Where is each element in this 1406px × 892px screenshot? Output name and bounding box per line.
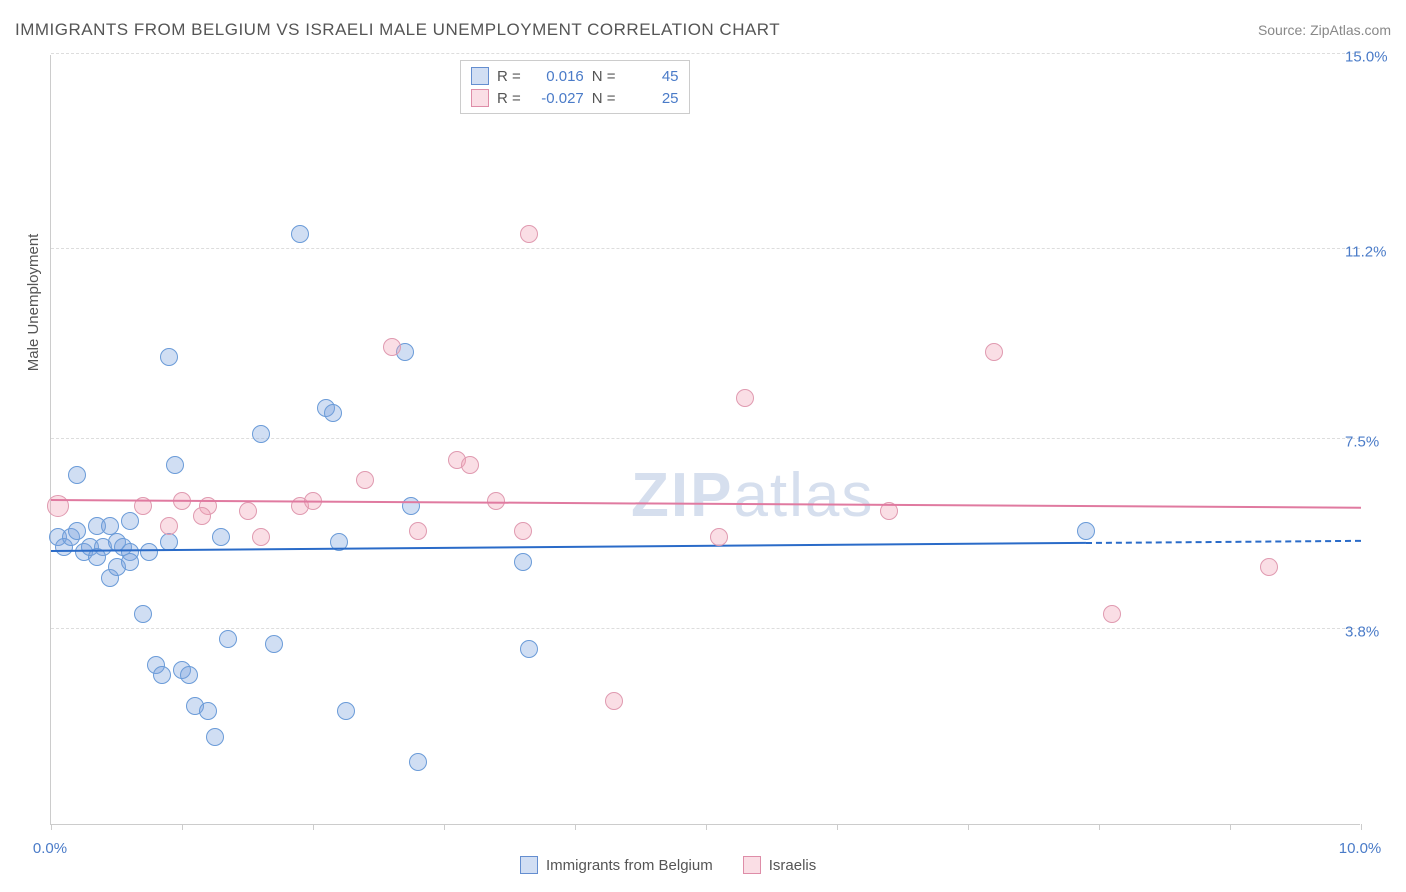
gridline — [51, 628, 1360, 629]
n-value: 25 — [624, 90, 679, 107]
scatter-point — [1260, 558, 1278, 576]
scatter-point — [121, 512, 139, 530]
x-tick — [1099, 824, 1100, 830]
x-tick — [182, 824, 183, 830]
scatter-point — [140, 543, 158, 561]
x-tick — [1230, 824, 1231, 830]
n-value: 45 — [624, 68, 679, 85]
x-tick — [51, 824, 52, 830]
scatter-point — [219, 630, 237, 648]
scatter-point — [265, 635, 283, 653]
x-tick — [837, 824, 838, 830]
scatter-point — [68, 466, 86, 484]
chart-title: IMMIGRANTS FROM BELGIUM VS ISRAELI MALE … — [15, 20, 780, 40]
swatch-blue-icon — [471, 67, 489, 85]
y-axis-title: Male Unemployment — [25, 234, 42, 372]
scatter-point — [736, 389, 754, 407]
scatter-point — [605, 692, 623, 710]
gridline — [51, 53, 1360, 54]
chart-legend: Immigrants from Belgium Israelis — [520, 856, 816, 874]
scatter-point — [153, 666, 171, 684]
scatter-point — [193, 507, 211, 525]
scatter-point — [160, 517, 178, 535]
scatter-point — [206, 728, 224, 746]
x-tick-label: 10.0% — [1339, 840, 1382, 857]
watermark: ZIPatlas — [631, 460, 874, 531]
r-value: -0.027 — [529, 90, 584, 107]
scatter-point — [252, 425, 270, 443]
y-tick-label: 11.2% — [1345, 244, 1405, 261]
legend-label: Immigrants from Belgium — [546, 857, 713, 874]
r-value: 0.016 — [529, 68, 584, 85]
chart-header: IMMIGRANTS FROM BELGIUM VS ISRAELI MALE … — [15, 20, 1391, 40]
x-tick — [313, 824, 314, 830]
source-attribution: Source: ZipAtlas.com — [1258, 22, 1391, 38]
x-tick — [575, 824, 576, 830]
gridline — [51, 248, 1360, 249]
x-tick — [1361, 824, 1362, 830]
swatch-pink-icon — [471, 89, 489, 107]
swatch-pink-icon — [743, 856, 761, 874]
scatter-point — [520, 640, 538, 658]
scatter-point — [101, 517, 119, 535]
scatter-point — [47, 495, 69, 517]
y-tick-label: 15.0% — [1345, 49, 1405, 66]
scatter-point — [1077, 522, 1095, 540]
scatter-point — [239, 502, 257, 520]
n-label: N = — [592, 68, 616, 85]
scatter-point — [520, 225, 538, 243]
scatter-point — [252, 528, 270, 546]
n-label: N = — [592, 90, 616, 107]
scatter-point — [212, 528, 230, 546]
scatter-point — [409, 753, 427, 771]
scatter-point — [134, 605, 152, 623]
trend-line-dashed — [1086, 540, 1361, 544]
trend-line — [51, 542, 1086, 552]
stats-row-pink: R = -0.027 N = 25 — [471, 87, 679, 109]
r-label: R = — [497, 68, 521, 85]
scatter-point — [68, 522, 86, 540]
scatter-point — [324, 404, 342, 422]
watermark-bold: ZIP — [631, 461, 733, 530]
y-tick-label: 3.8% — [1345, 623, 1405, 640]
watermark-light: atlas — [733, 461, 874, 530]
scatter-point — [514, 553, 532, 571]
scatter-point — [291, 225, 309, 243]
scatter-plot-area: ZIPatlas 3.8%7.5%11.2%15.0% — [50, 55, 1360, 825]
scatter-point — [199, 702, 217, 720]
scatter-point — [710, 528, 728, 546]
scatter-point — [121, 553, 139, 571]
scatter-point — [985, 343, 1003, 361]
x-tick — [444, 824, 445, 830]
swatch-blue-icon — [520, 856, 538, 874]
gridline — [51, 438, 1360, 439]
scatter-point — [160, 348, 178, 366]
stats-row-blue: R = 0.016 N = 45 — [471, 65, 679, 87]
scatter-point — [514, 522, 532, 540]
legend-item-pink: Israelis — [743, 856, 817, 874]
x-tick — [968, 824, 969, 830]
scatter-point — [180, 666, 198, 684]
scatter-point — [337, 702, 355, 720]
scatter-point — [461, 456, 479, 474]
scatter-point — [409, 522, 427, 540]
legend-label: Israelis — [769, 857, 817, 874]
x-tick — [706, 824, 707, 830]
scatter-point — [160, 533, 178, 551]
x-tick-label: 0.0% — [33, 840, 67, 857]
y-tick-label: 7.5% — [1345, 434, 1405, 451]
r-label: R = — [497, 90, 521, 107]
legend-item-blue: Immigrants from Belgium — [520, 856, 713, 874]
correlation-stats-box: R = 0.016 N = 45 R = -0.027 N = 25 — [460, 60, 690, 114]
scatter-point — [402, 497, 420, 515]
scatter-point — [356, 471, 374, 489]
scatter-point — [1103, 605, 1121, 623]
scatter-point — [383, 338, 401, 356]
scatter-point — [166, 456, 184, 474]
